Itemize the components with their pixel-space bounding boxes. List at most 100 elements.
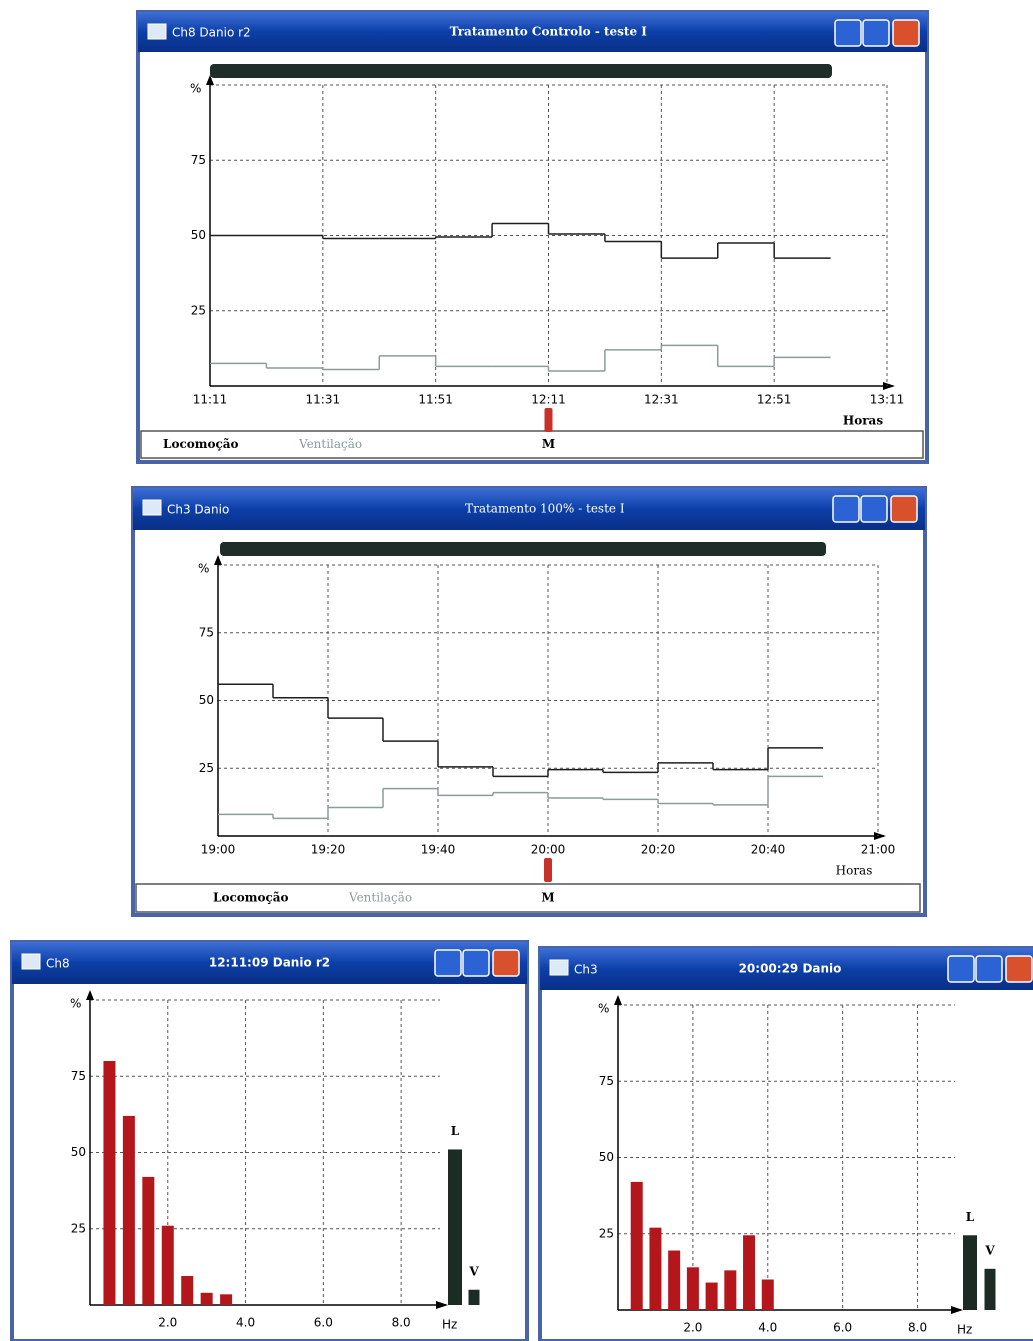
close-button[interactable] — [890, 495, 918, 523]
x-tick-label: 11:51 — [418, 393, 453, 407]
y-tick-label: 50 — [599, 1150, 614, 1164]
y-axis-arrow — [206, 75, 214, 85]
minimize-button[interactable] — [834, 19, 862, 47]
x-tick-label: 13:11 — [870, 393, 905, 407]
x-tick-label: 21:00 — [861, 843, 896, 857]
y-axis-label: % — [598, 1002, 609, 1016]
y-axis-arrow — [614, 995, 622, 1005]
x-tick-label: 2.0 — [683, 1321, 702, 1335]
x-axis-label: Horas — [843, 414, 883, 428]
x-tick-label: 8.0 — [392, 1316, 411, 1330]
window-frame — [10, 940, 529, 1341]
maximize-button[interactable] — [862, 19, 890, 47]
window-icon — [21, 953, 41, 970]
x-axis-arrow — [951, 1306, 963, 1314]
x-tick-label: 12:31 — [644, 393, 679, 407]
bar — [630, 1181, 643, 1310]
x-tick-label: 20:00 — [531, 843, 566, 857]
x-axis-arrow — [883, 382, 895, 390]
legend-entry: Ventilação — [298, 437, 362, 451]
close-button[interactable] — [1005, 955, 1033, 983]
minimize-button[interactable] — [434, 949, 462, 977]
y-axis-arrow — [214, 555, 222, 565]
legend-entry: Locomoção — [213, 891, 289, 905]
x-tick-label: 12:51 — [757, 393, 792, 407]
window: Ch3 20:00:29 Danio 25 50 75% 2.0 4.0 6.0 8.0 Hz L V — [538, 946, 1033, 1341]
x-tick-label: 20:40 — [751, 843, 786, 857]
x-tick-label: 11:31 — [306, 393, 341, 407]
x-tick-label: 4.0 — [236, 1316, 255, 1330]
x-tick-label: 19:00 — [201, 843, 236, 857]
y-tick-label: 50 — [71, 1145, 86, 1159]
y-axis-arrow — [86, 990, 94, 1000]
bar — [743, 1235, 756, 1310]
y-tick-label: 50 — [199, 693, 214, 707]
bar — [761, 1279, 774, 1310]
bar — [200, 1292, 213, 1305]
bar — [122, 1115, 135, 1305]
window: Ch3 Danio Tratamento 100% - teste I 25 50 75… — [131, 486, 927, 917]
x-tick-label: 2.0 — [158, 1316, 177, 1330]
bar — [686, 1267, 699, 1310]
marker-label: M — [541, 891, 554, 905]
status-bar — [135, 883, 921, 913]
maximize-button[interactable] — [860, 495, 888, 523]
window-channel: Ch3 Danio — [167, 503, 229, 517]
window-channel: Ch3 — [574, 963, 598, 977]
time-marker — [544, 408, 553, 432]
level-bar — [984, 1268, 996, 1310]
time-marker — [544, 858, 552, 882]
legend-entry: Ventilação — [348, 891, 412, 905]
status-bar — [140, 430, 924, 459]
window-channel: Ch8 — [46, 957, 70, 971]
x-axis-label: Horas — [836, 864, 873, 878]
level-label: L — [451, 1124, 460, 1138]
y-tick-label: 25 — [199, 761, 214, 775]
y-axis-label: % — [190, 82, 201, 96]
y-tick-label: 75 — [191, 153, 206, 167]
level-bar — [963, 1235, 977, 1310]
y-tick-label: 50 — [191, 228, 206, 242]
bar — [103, 1061, 116, 1305]
x-tick-label: 19:40 — [421, 843, 456, 857]
y-axis-label: % — [198, 562, 209, 576]
level-bar — [448, 1149, 462, 1305]
window-icon — [147, 23, 167, 40]
marker-label: M — [542, 437, 555, 451]
minimize-button[interactable] — [832, 495, 860, 523]
y-tick-label: 25 — [191, 303, 206, 317]
x-tick-label: 11:11 — [193, 393, 228, 407]
window-frame — [538, 946, 1033, 1341]
bar — [705, 1282, 718, 1310]
window-icon — [549, 959, 569, 976]
x-axis-label: Hz — [442, 1318, 457, 1332]
x-tick-label: 4.0 — [758, 1321, 777, 1335]
window: Ch8 12:11:09 Danio r2 25 50 75% 2.0 4.0 6.0 8.0 H… — [10, 940, 529, 1341]
maximize-button[interactable] — [975, 955, 1003, 983]
window-frame — [131, 486, 927, 917]
bar — [142, 1176, 155, 1305]
bar — [161, 1225, 174, 1305]
level-bar — [468, 1289, 480, 1305]
x-axis-arrow — [436, 1301, 448, 1309]
legend-entry: Locomoção — [163, 437, 239, 451]
y-tick-label: 75 — [599, 1074, 614, 1088]
window-title: Tratamento Controlo - teste I — [450, 25, 648, 39]
title-bar — [133, 488, 925, 530]
maximize-button[interactable] — [462, 949, 490, 977]
minimize-button[interactable] — [947, 955, 975, 983]
x-tick-label: 6.0 — [833, 1321, 852, 1335]
close-button[interactable] — [892, 19, 920, 47]
x-tick-label: 20:20 — [641, 843, 676, 857]
bar — [649, 1227, 662, 1310]
bar — [668, 1250, 681, 1310]
level-label: V — [984, 1243, 995, 1257]
window-frame — [136, 10, 929, 464]
y-tick-label: 75 — [199, 625, 214, 639]
bar — [181, 1276, 194, 1305]
title-bar — [138, 12, 927, 52]
x-tick-label: 8.0 — [908, 1321, 927, 1335]
level-label: V — [468, 1264, 479, 1278]
close-button[interactable] — [492, 949, 520, 977]
level-label: L — [966, 1210, 975, 1224]
